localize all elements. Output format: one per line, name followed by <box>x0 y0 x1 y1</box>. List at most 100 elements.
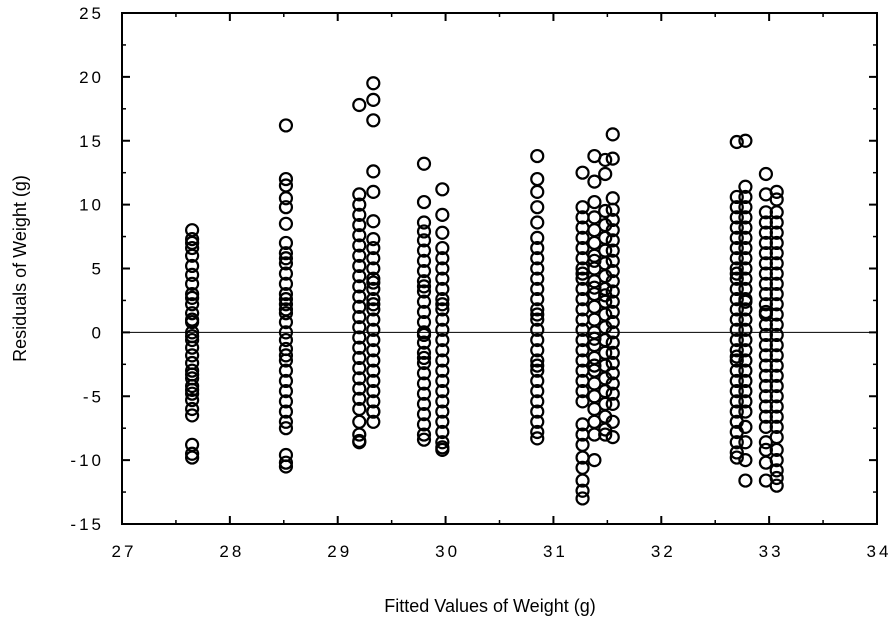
data-point <box>435 384 450 399</box>
data-point <box>598 166 613 182</box>
data-point <box>366 240 381 256</box>
data-point <box>575 165 590 180</box>
data-point <box>366 297 381 312</box>
data-point <box>575 266 590 281</box>
data-point <box>416 274 432 289</box>
data-point <box>185 408 200 423</box>
data-point <box>366 343 381 358</box>
data-point <box>416 376 432 391</box>
data-point <box>738 210 753 225</box>
data-point <box>416 279 432 294</box>
data-point <box>278 297 294 312</box>
data-point <box>758 276 774 291</box>
data-point <box>352 279 367 294</box>
data-point <box>416 304 432 320</box>
data-point <box>769 246 784 261</box>
y-tick-label: 20 <box>79 68 104 87</box>
data-point <box>729 200 744 215</box>
data-point <box>530 148 545 164</box>
data-point <box>605 294 620 309</box>
data-point <box>278 404 294 419</box>
data-point <box>366 164 381 179</box>
data-point <box>416 432 432 447</box>
data-point <box>530 322 545 337</box>
y-tick-label: -5 <box>83 387 104 406</box>
data-point <box>366 353 381 368</box>
data-point <box>738 230 753 245</box>
data-point <box>738 353 753 368</box>
data-point <box>278 216 294 231</box>
data-point <box>366 363 381 378</box>
data-point <box>416 427 432 442</box>
data-point <box>185 240 200 256</box>
data-point <box>530 431 545 446</box>
data-point <box>185 386 200 401</box>
data-point <box>605 253 620 268</box>
data-point <box>278 455 294 470</box>
data-point <box>605 263 620 279</box>
data-point <box>605 127 620 142</box>
plot-frame <box>121 12 878 525</box>
data-point <box>185 235 200 251</box>
data-point <box>738 435 753 450</box>
data-point <box>575 384 590 399</box>
y-tick-label: -15 <box>70 515 104 534</box>
data-point <box>366 373 381 389</box>
data-point <box>758 389 774 404</box>
data-point <box>278 246 294 261</box>
data-point <box>729 312 744 327</box>
data-point <box>729 210 744 225</box>
data-point <box>758 266 774 281</box>
data-point <box>416 253 432 268</box>
data-point <box>598 427 613 442</box>
data-point <box>366 312 381 327</box>
data-point <box>729 134 744 150</box>
data-point <box>435 271 450 286</box>
data-point <box>278 353 294 368</box>
data-point <box>435 297 450 312</box>
data-point <box>416 263 432 279</box>
data-point <box>352 350 367 366</box>
data-point <box>729 292 744 307</box>
axis-tick-labels: 27 28 29 30 31 32 33 34 25 20 15 10 5 0 -5 -10 -15 <box>70 4 888 561</box>
data-point <box>530 312 545 327</box>
data-point <box>605 233 620 248</box>
data-point <box>278 256 294 271</box>
data-point <box>278 200 294 215</box>
data-point <box>435 404 450 419</box>
data-point <box>738 271 753 286</box>
data-point <box>738 322 753 337</box>
data-point <box>185 297 200 312</box>
data-point <box>352 299 367 314</box>
data-point <box>530 363 545 378</box>
data-point <box>605 223 620 238</box>
data-point <box>575 473 590 488</box>
data-point <box>769 470 784 486</box>
data-point <box>352 289 367 304</box>
data-point <box>769 205 784 220</box>
data-point <box>352 414 367 429</box>
data-point <box>769 256 784 271</box>
data-point <box>769 442 784 458</box>
data-point <box>366 251 381 266</box>
data-point <box>185 401 200 417</box>
data-point <box>185 329 200 344</box>
data-point <box>729 302 744 317</box>
data-point <box>278 171 294 187</box>
data-point <box>769 409 784 424</box>
data-point <box>366 275 381 290</box>
data-point <box>758 246 774 261</box>
x-axis-label: Fitted Values of Weight (g) <box>384 596 595 616</box>
data-point <box>416 194 432 210</box>
data-point <box>416 350 432 366</box>
data-point <box>530 343 545 358</box>
data-point <box>738 473 753 488</box>
x-tick-label: 27 <box>112 542 137 561</box>
data-point <box>366 76 381 91</box>
data-point <box>352 97 367 113</box>
data-point <box>366 184 381 199</box>
data-point <box>278 251 294 266</box>
data-point <box>729 230 744 245</box>
data-point <box>185 450 200 465</box>
